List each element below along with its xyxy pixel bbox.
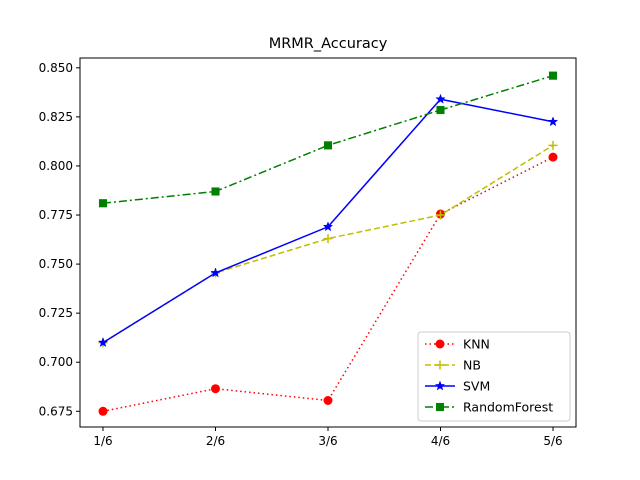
legend-label-randomforest: RandomForest (463, 400, 553, 415)
legend: KNN NB SVM RandomForest (417, 331, 571, 422)
y-tick-label: 0.775 (39, 208, 73, 222)
data-point-nb (323, 234, 333, 244)
series-randomforest (98, 71, 558, 208)
data-point-svm (97, 337, 109, 348)
x-tick-label: 3/6 (318, 434, 337, 448)
y-tick-label: 0.825 (39, 110, 73, 124)
legend-marker-nb (435, 360, 445, 370)
data-point-nb (436, 210, 445, 220)
y-tick-label: 0.750 (39, 257, 73, 271)
data-point-svm (322, 221, 334, 232)
data-point-svm (435, 93, 446, 104)
series-knn (98, 152, 558, 416)
axes: 0.675 0.700 0.725 0.750 0.775 0.800 0.825 0.850… (39, 57, 577, 448)
legend-entry-nb: NB (425, 358, 481, 373)
data-point-knn (548, 152, 558, 162)
series-svm (97, 93, 559, 348)
series-line-randomforest (102, 74, 554, 204)
y-tick-label: 0.700 (39, 355, 73, 369)
data-point-svm (210, 267, 221, 278)
legend-marker-svm (434, 380, 446, 391)
data-point-randomforest (548, 71, 558, 80)
series-layer (97, 71, 559, 416)
y-tick-label: 0.850 (39, 61, 73, 75)
legend-entry-svm: SVM (425, 379, 490, 394)
legend-label-nb: NB (463, 358, 481, 373)
legend-label-knn: KNN (463, 337, 490, 352)
data-point-svm (547, 116, 559, 127)
y-tick-label: 0.675 (39, 404, 73, 418)
data-point-randomforest (98, 199, 108, 208)
data-point-randomforest (323, 141, 333, 150)
chart-title: MRMR_Accuracy (269, 36, 388, 52)
data-point-randomforest (211, 187, 220, 196)
legend-marker-randomforest (435, 402, 445, 412)
legend-entry-knn: KNN (425, 337, 490, 352)
data-point-knn (211, 384, 220, 394)
series-nb (98, 140, 558, 348)
x-tick-label: 1/6 (93, 434, 112, 448)
legend-entry-randomforest: RandomForest (425, 400, 553, 415)
legend-label-svm: SVM (463, 379, 490, 394)
x-tick-label: 2/6 (206, 434, 225, 448)
x-tick-label: 4/6 (431, 434, 450, 448)
y-tick-label: 0.800 (39, 159, 73, 173)
data-point-randomforest (436, 105, 445, 115)
data-point-nb (548, 140, 558, 150)
data-point-knn (323, 396, 333, 406)
y-tick-label: 0.725 (39, 306, 73, 320)
legend-marker-knn (435, 339, 445, 349)
data-point-knn (98, 406, 108, 416)
legend-box (417, 331, 571, 422)
x-tick-label: 5/6 (543, 434, 562, 448)
series-line-nb (102, 144, 554, 344)
